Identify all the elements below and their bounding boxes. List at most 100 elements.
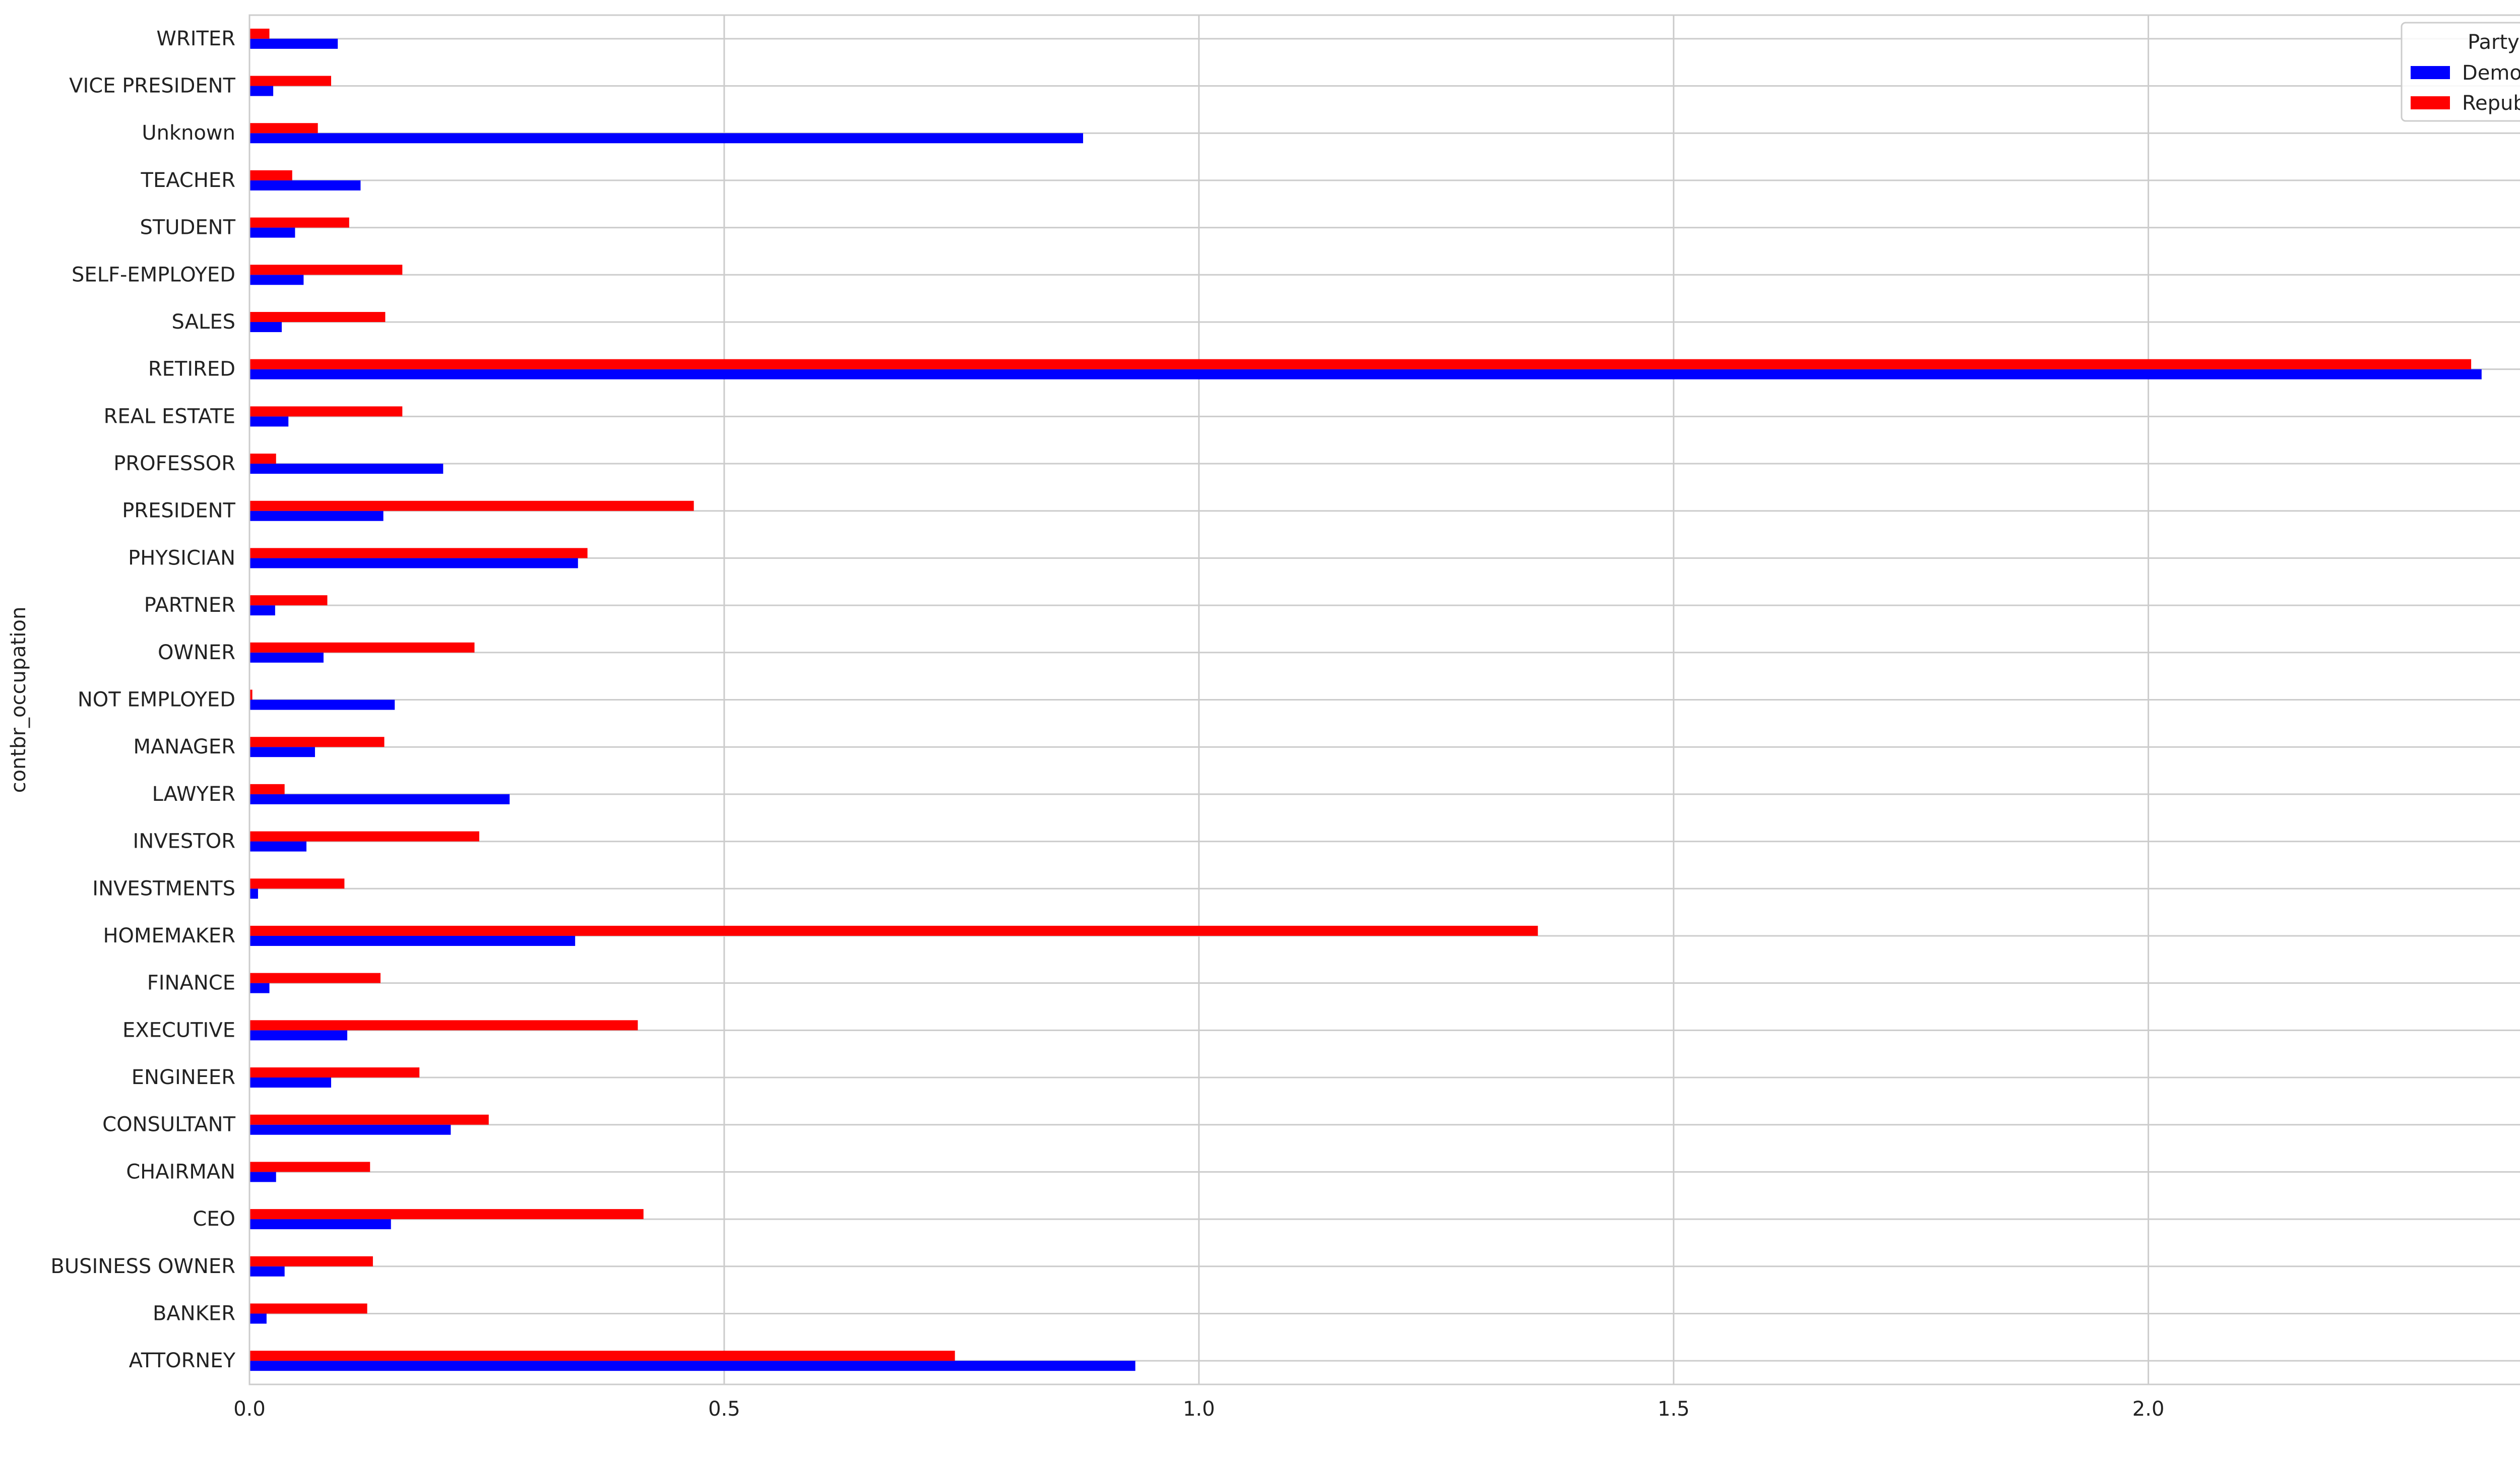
bar-republican-investments [249,878,345,889]
bars [249,28,2482,1371]
y-axis-label: contbr_occupation [7,607,30,793]
x-tick-label: 0.5 [708,1398,740,1421]
bar-democrat-writer [249,38,338,49]
y-tick-label: SELF-EMPLOYED [72,263,235,286]
bar-republican-professor [249,454,276,464]
y-tick-label: ATTORNEY [129,1349,236,1372]
bar-democrat-partner [249,605,275,616]
bar-democrat-attorney [249,1361,1136,1371]
y-tick-label: STUDENT [140,216,235,239]
y-tick-label: PHYSICIAN [128,546,235,569]
y-tick-label: REAL ESTATE [104,405,235,428]
y-tick-label: SALES [172,310,235,334]
y-tick-label: EXECUTIVE [122,1019,235,1042]
y-tick-label: BUSINESS OWNER [50,1255,235,1278]
y-tick-label: PROFESSOR [113,452,235,475]
bar-republican-vice-president [249,76,332,86]
bar-republican-president [249,500,694,511]
bar-republican-banker [249,1303,367,1314]
bar-republican-engineer [249,1067,420,1078]
bar-republican-homemaker [249,925,1538,936]
x-tick-label: 0.0 [233,1398,266,1421]
grid-lines [248,15,2520,1384]
y-tick-label: Unknown [142,121,235,145]
bar-democrat-investor [249,841,307,852]
bar-republican-physician [249,548,588,558]
bar-democrat-self-employed [249,275,304,285]
legend-title: Party [2468,31,2519,54]
bar-republican-owner [249,642,475,653]
bar-democrat-ceo [249,1219,391,1230]
legend: Party Democrat Republican [2401,22,2520,122]
bar-republican-finance [249,973,381,983]
y-tick-label: OWNER [158,641,235,664]
bar-republican-sales [249,311,386,322]
y-tick-label: TEACHER [141,169,235,192]
x-tick-label: 2.0 [2132,1398,2165,1421]
bar-democrat-unknown [249,133,1083,144]
bar-republican-ceo [249,1209,644,1220]
bar-republican-retired [249,359,2472,369]
y-tick-label: WRITER [156,27,235,50]
legend-label-republican: Republican [2462,92,2520,115]
bar-democrat-president [249,511,384,521]
y-tick-label: BANKER [153,1302,235,1325]
bar-republican-student [249,217,349,228]
y-tick-label: VICE PRESIDENT [69,75,235,98]
legend-label-democrat: Democrat [2462,61,2520,85]
x-tick-labels: 0.0 0.5 1.0 1.5 2.0 [233,1398,2164,1421]
bar-republican-business-owner [249,1256,373,1266]
y-tick-label: FINANCE [147,972,235,995]
y-tick-label: PRESIDENT [122,499,235,523]
bar-democrat-homemaker [249,935,576,946]
legend-swatch-democrat [2411,66,2450,79]
y-tick-label: RETIRED [148,358,235,381]
bar-republican-consultant [249,1114,489,1125]
y-tick-label: NOT EMPLOYED [78,688,235,712]
plot-frame [248,14,2520,1385]
y-tick-labels: ATTORNEY BANKER BUSINESS OWNER CEO CHAIRMAN C… [50,27,235,1372]
bar-democrat-banker [249,1313,267,1324]
bar-republican-not-employed [249,689,253,700]
bar-republican-self-employed [249,265,403,275]
bar-democrat-investments [249,889,258,899]
y-tick-label: ENGINEER [132,1066,235,1089]
bar-democrat-not-employed [249,700,395,710]
bar-democrat-retired [249,369,2482,379]
y-tick-label: HOMEMAKER [103,924,235,947]
bar-democrat-real-estate [249,416,289,427]
bar-democrat-chairman [249,1172,276,1182]
y-tick-label: INVESTMENTS [92,877,235,900]
y-tick-label: PARTNER [144,594,235,617]
y-tick-label: INVESTOR [133,830,235,853]
bar-democrat-manager [249,747,315,757]
bar-democrat-engineer [249,1077,332,1088]
x-tick-label: 1.0 [1183,1398,1215,1421]
bar-democrat-professor [249,464,444,474]
y-tick-label: CEO [193,1208,235,1231]
bar-democrat-finance [249,983,270,993]
bar-democrat-executive [249,1030,348,1041]
x-tick-label: 1.5 [1658,1398,1690,1421]
bar-democrat-business-owner [249,1266,285,1277]
bar-republican-writer [249,28,270,39]
bar-democrat-student [249,227,295,238]
bar-republican-lawyer [249,784,285,794]
bar-democrat-lawyer [249,794,510,804]
bar-democrat-physician [249,558,578,568]
bar-republican-manager [249,737,385,747]
bar-republican-executive [249,1020,638,1031]
bar-republican-partner [249,595,328,606]
bar-republican-attorney [249,1351,955,1361]
bar-republican-real-estate [249,406,403,417]
legend-items: Democrat Republican [2411,61,2520,115]
bar-republican-teacher [249,170,292,180]
bar-democrat-teacher [249,180,361,191]
bar-democrat-vice-president [249,86,274,96]
bar-democrat-owner [249,652,324,663]
legend-swatch-republican [2411,96,2450,109]
y-tick-label: CONSULTANT [102,1113,235,1136]
bar-republican-investor [249,831,479,842]
y-tick-label: MANAGER [133,735,235,758]
